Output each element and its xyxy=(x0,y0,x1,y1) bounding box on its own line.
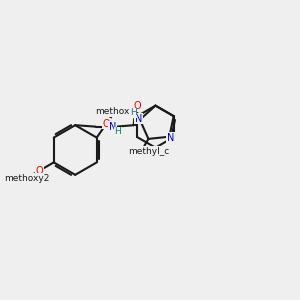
Text: H: H xyxy=(130,109,136,118)
Text: methoxy: methoxy xyxy=(95,107,135,116)
Text: O: O xyxy=(134,101,141,111)
Text: O: O xyxy=(103,119,110,129)
Text: H: H xyxy=(115,128,121,136)
Text: N: N xyxy=(109,122,116,132)
Text: N: N xyxy=(167,133,174,142)
Text: methoxy2: methoxy2 xyxy=(4,174,49,183)
Text: O: O xyxy=(35,166,43,176)
Text: methyl_c: methyl_c xyxy=(128,147,169,156)
Text: N: N xyxy=(135,113,142,124)
